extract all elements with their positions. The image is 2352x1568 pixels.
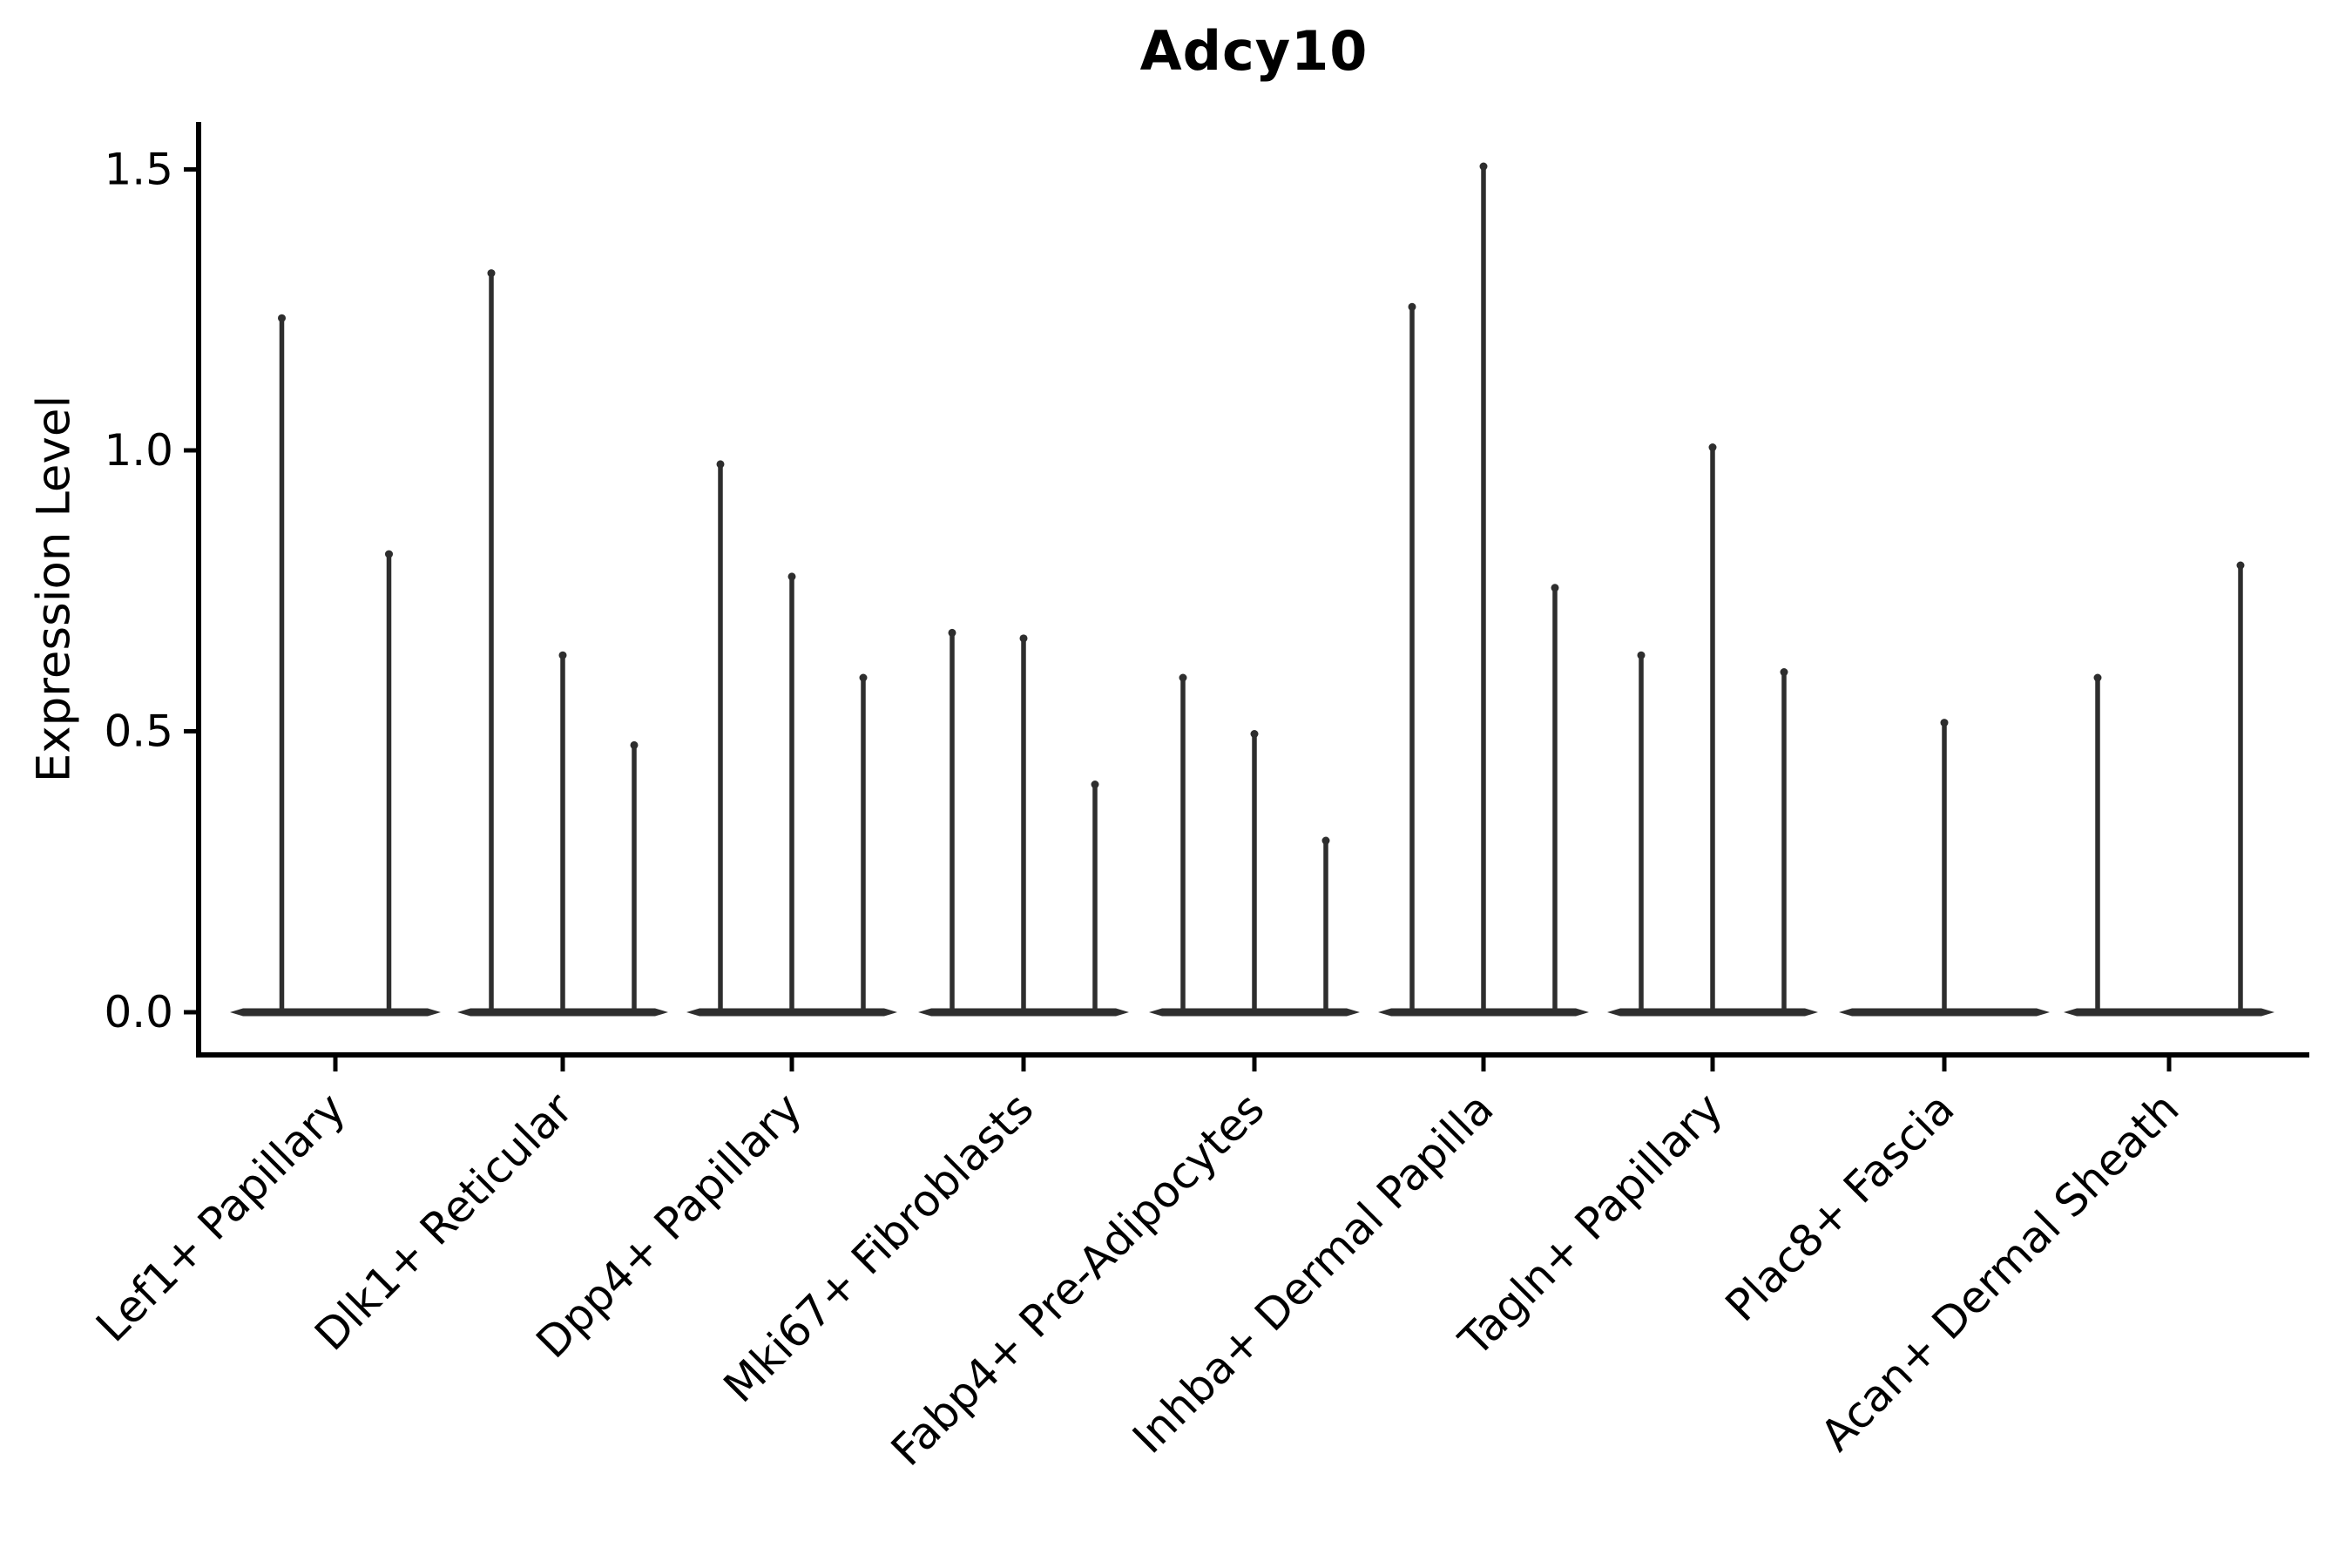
y-tick-label: 0.5 (104, 706, 173, 757)
violin-spike-tip (1708, 443, 1717, 452)
violin-base (2064, 1008, 2274, 1017)
violin-spike-tip (630, 740, 639, 749)
violin-spike-tip (2093, 673, 2102, 682)
x-tick-label: Fabp4+ Pre-Adipocytes (882, 1083, 1274, 1476)
y-tick-label: 1.0 (104, 425, 173, 476)
violin-spike-tip (385, 550, 393, 558)
y-tick-label: 0.0 (104, 987, 173, 1037)
violin-spike-tip (1250, 730, 1259, 738)
violin-spike-tip (1091, 781, 1099, 789)
violin-spike-tip (716, 460, 725, 469)
violin-base (1378, 1008, 1589, 1017)
violin-spike-tip (1940, 719, 1949, 727)
violin-spike-tip (948, 628, 956, 637)
violin-base (1149, 1008, 1360, 1017)
y-tick-label: 1.5 (104, 145, 173, 195)
violin-spike-tip (1321, 836, 1330, 845)
violin-spike-tip (487, 269, 496, 278)
violin-spike-tip (1780, 668, 1788, 677)
x-tick-label: Plac8+ Fascia (1716, 1083, 1964, 1331)
violin-spike-tip (787, 572, 796, 581)
violin-base (918, 1008, 1129, 1017)
violin-spike-tip (1637, 651, 1646, 659)
violin-spike-tip (1019, 634, 1028, 643)
violin-spike-tip (2236, 561, 2245, 570)
violin-spike-tip (1479, 162, 1488, 171)
violin-spike-tip (859, 673, 868, 682)
violin-spike-tip (278, 314, 286, 322)
chart-title: Adcy10 (1139, 19, 1369, 83)
violin-base (1607, 1008, 1818, 1017)
violin-base (1839, 1008, 2050, 1017)
violin-base (686, 1008, 897, 1017)
violin-spike-tip (1408, 302, 1416, 311)
x-tick-label: Lef1+ Papillary (86, 1083, 355, 1351)
x-tick-label: Acan+ Dermal Sheath (1811, 1083, 2189, 1461)
violin-spike-tip (1551, 584, 1559, 592)
violin-spike-tip (1179, 673, 1187, 682)
violin-base (457, 1008, 668, 1017)
violin-spike-tip (558, 651, 567, 659)
y-axis-label: Expression Level (27, 395, 81, 783)
violin-base (230, 1008, 441, 1017)
